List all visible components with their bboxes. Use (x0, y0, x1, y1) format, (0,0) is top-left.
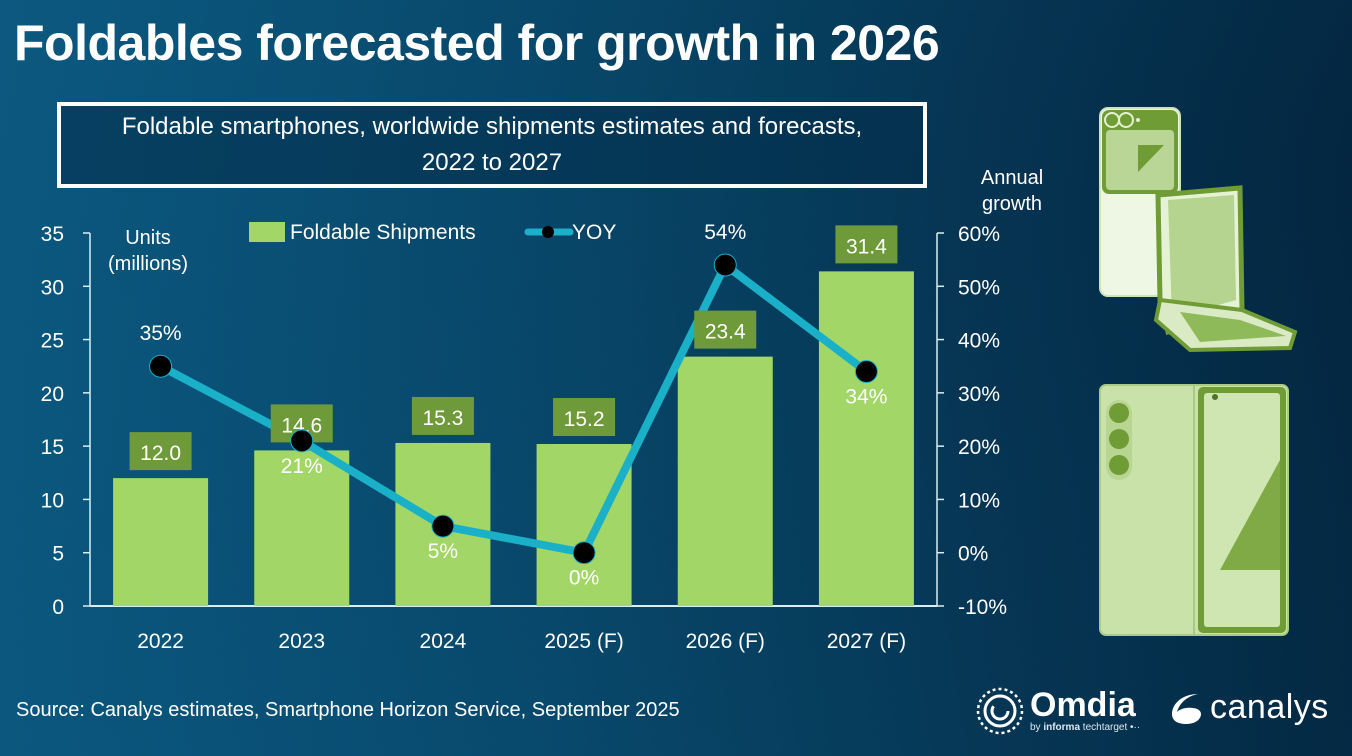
left-axis-title: Units (millions) (108, 227, 188, 275)
left-axis-tick-label: 20 (41, 383, 64, 406)
bar-shipments (113, 478, 209, 606)
yoy-marker (854, 360, 878, 384)
chart-title: Foldable smartphones, worldwide shipment… (121, 113, 863, 176)
yoy-value-label: 5% (428, 540, 458, 563)
yoy-marker (290, 429, 314, 453)
yoy-value-label: 35% (140, 322, 182, 345)
yoy-marker (149, 354, 173, 378)
right-axis-tick-label: 30% (958, 383, 1000, 406)
right-axis-tick-label: 20% (958, 436, 1000, 459)
left-axis-tick-label: 30 (41, 276, 64, 299)
left-axis-tick-label: 15 (41, 436, 64, 459)
left-axis-tick-label: 25 (41, 330, 64, 353)
yoy-value-label: 21% (281, 455, 323, 478)
x-axis-tick-label: 2024 (420, 630, 467, 653)
bar-value-label-bg (129, 432, 192, 471)
right-axis-tick-label: 10% (958, 489, 1000, 512)
yoy-marker (713, 253, 737, 277)
canalys-swoosh-icon (1172, 693, 1201, 724)
left-axis-title-line2: (millions) (108, 253, 188, 275)
bar-value-label: 15.2 (564, 408, 605, 431)
left-axis-tick-label: 35 (41, 223, 64, 246)
yoy-value-label: 34% (845, 386, 887, 409)
x-axis-tick-label: 2022 (137, 630, 184, 653)
right-axis-title-line2: growth (982, 193, 1042, 215)
bar-value-label-bg (553, 398, 616, 437)
left-axis-tick-label: 0 (52, 596, 64, 619)
bar-value-label-bg (835, 225, 898, 264)
fold-phone-icon (1099, 384, 1289, 636)
legend-label-yoy: YOY (572, 221, 616, 244)
bar-value-label-bg (411, 396, 474, 435)
bar-value-label: 31.4 (846, 235, 887, 258)
flip-phone-icon (1099, 107, 1298, 353)
foldable-phones-illustration (1099, 107, 1298, 636)
x-axis-tick-label: 2026 (F) (686, 630, 765, 653)
right-axis-tick-label: 60% (958, 223, 1000, 246)
omdia-tagline-prefix: by (1030, 722, 1041, 733)
source-note: Source: Canalys estimates, Smartphone Ho… (16, 699, 680, 721)
x-axis-tick-label: 2025 (F) (544, 630, 623, 653)
x-axis-tick-label: 2027 (F) (827, 630, 906, 653)
left-axis-title-line1: Units (125, 227, 171, 249)
right-axis-tick-label: 0% (958, 543, 988, 566)
omdia-tagline: by informa techtarget •·· (1030, 722, 1141, 733)
canalys-wordmark: canalys (1210, 688, 1329, 726)
chart-title-box: Foldable smartphones, worldwide shipment… (57, 102, 927, 188)
yoy-marker (572, 541, 596, 565)
bar-value-label: 15.3 (422, 407, 463, 430)
yoy-value-label: 54% (704, 221, 746, 244)
right-axis-title: Annual growth (981, 167, 1043, 215)
legend-swatch-shipments (249, 222, 285, 242)
yoy-marker (431, 514, 455, 538)
omdia-ring-icon (976, 687, 1024, 735)
omdia-tagline-suffix: techtarget (1082, 722, 1128, 733)
omdia-logo: Omdia by informa techtarget •·· (974, 685, 1140, 737)
bar-value-label: 12.0 (140, 442, 181, 465)
right-axis-tick-label: -10% (958, 596, 1007, 619)
data-labels: 12.0 14.6 15.3 15.2 23.4 31.4 35% 21% 5% 0% 54% 34% (129, 221, 898, 590)
right-axis-title-line1: Annual (981, 167, 1043, 189)
right-axis-tick-label: 50% (958, 276, 1000, 299)
bar-value-label-bg (694, 310, 757, 349)
canalys-logo: canalys (1168, 688, 1329, 727)
bar-value-label: 23.4 (705, 321, 746, 344)
axes: 0 5 10 15 20 25 30 35 -10% 0% 10% 20% 30% 40% 50% 60% 20… (41, 223, 1007, 653)
bar-shipments (254, 450, 350, 606)
legend-swatch-yoy-marker (542, 226, 554, 238)
legend: Foldable Shipments YOY (249, 221, 616, 244)
right-axis-tick-label: 40% (958, 330, 1000, 353)
page-title: Foldables forecasted for growth in 2026 (14, 15, 940, 71)
left-axis-tick-label: 10 (41, 489, 64, 512)
legend-label-shipments: Foldable Shipments (290, 221, 476, 244)
bar-shipments (677, 356, 773, 606)
omdia-tagline-brand: informa (1043, 722, 1081, 733)
bar-shipments (818, 271, 914, 606)
left-axis-tick-label: 5 (52, 543, 64, 566)
x-axis-tick-label: 2023 (278, 630, 325, 653)
yoy-value-label: 0% (569, 567, 599, 590)
bar-shipments (536, 444, 632, 606)
omdia-wordmark: Omdia (1030, 686, 1136, 724)
bar-value-label: 14.6 (281, 414, 322, 437)
